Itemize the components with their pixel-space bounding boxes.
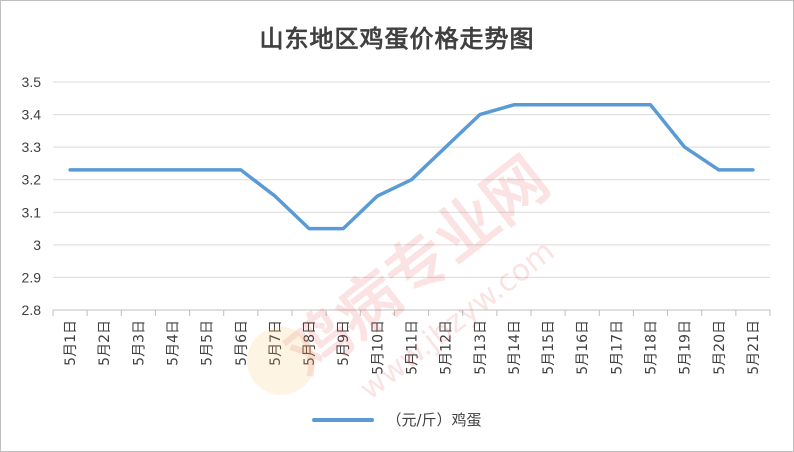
data-point (69, 169, 71, 171)
x-tick-label: 5月15日 (541, 320, 557, 375)
x-tick-label: 5月12日 (439, 320, 455, 375)
x-tick-label: 5月8日 (302, 320, 318, 366)
x-tick-label: 5月6日 (234, 320, 250, 366)
x-tick-label: 5月13日 (473, 320, 489, 375)
x-tick-label: 5月17日 (609, 320, 625, 375)
y-tick-label: 3.2 (22, 172, 42, 188)
x-tick-label: 5月10日 (370, 320, 386, 375)
y-tick-label: 3.4 (22, 107, 42, 123)
y-tick-label: 2.9 (22, 269, 42, 285)
data-point (411, 179, 412, 181)
x-tick-label: 5月1日 (63, 320, 79, 366)
data-point (752, 169, 754, 171)
x-tick-label: 5月9日 (336, 320, 352, 366)
data-point (684, 146, 686, 148)
data-point (650, 104, 651, 106)
x-tick-label: 5月19日 (678, 320, 694, 375)
data-point (445, 146, 447, 148)
x-tick-label: 5月18日 (644, 320, 660, 375)
data-point (581, 104, 583, 106)
data-point (547, 104, 549, 106)
y-tick-label: 3 (33, 237, 41, 253)
x-tick-label: 5月5日 (200, 320, 216, 366)
x-tick-label: 5月3日 (131, 320, 147, 366)
legend-swatch (312, 417, 375, 422)
data-point (479, 114, 481, 116)
legend: （元/斤）鸡蛋 (1, 409, 793, 430)
y-tick-label: 3.5 (22, 74, 42, 90)
data-point (342, 228, 344, 230)
x-tick-label: 5月20日 (712, 320, 728, 375)
x-tick-label: 5月7日 (268, 320, 284, 366)
series-line (68, 103, 755, 231)
data-point (172, 169, 173, 171)
x-tick-label: 5月2日 (97, 320, 113, 366)
y-tick-label: 3.3 (22, 139, 42, 155)
data-point (718, 169, 720, 171)
data-point (274, 195, 276, 197)
data-point (513, 104, 515, 106)
data-point (615, 104, 617, 106)
data-point (103, 169, 105, 171)
gridlines (53, 81, 770, 311)
legend-label: （元/斤）鸡蛋 (386, 411, 482, 429)
data-point (206, 169, 208, 171)
series-layer (68, 103, 755, 231)
chart-title: 山东地区鸡蛋价格走势图 (259, 25, 535, 53)
x-tick-label: 5月4日 (166, 320, 182, 366)
x-tick-label: 5月11日 (405, 320, 421, 375)
data-point (137, 169, 139, 171)
data-point (240, 169, 242, 171)
x-tick-label: 5月16日 (575, 320, 591, 375)
y-tick-label: 3.1 (22, 204, 42, 220)
y-tick-label: 2.8 (22, 302, 42, 318)
data-point (308, 228, 310, 230)
data-point (376, 195, 378, 197)
x-tick-label: 5月14日 (507, 320, 523, 375)
x-tick-label: 5月21日 (746, 320, 762, 375)
axes: 3.5 3.4 3.3 3.2 3.1 3 2.9 2.8 5月1日 5月2日 5月3日 5月4日 5月… (22, 74, 771, 375)
